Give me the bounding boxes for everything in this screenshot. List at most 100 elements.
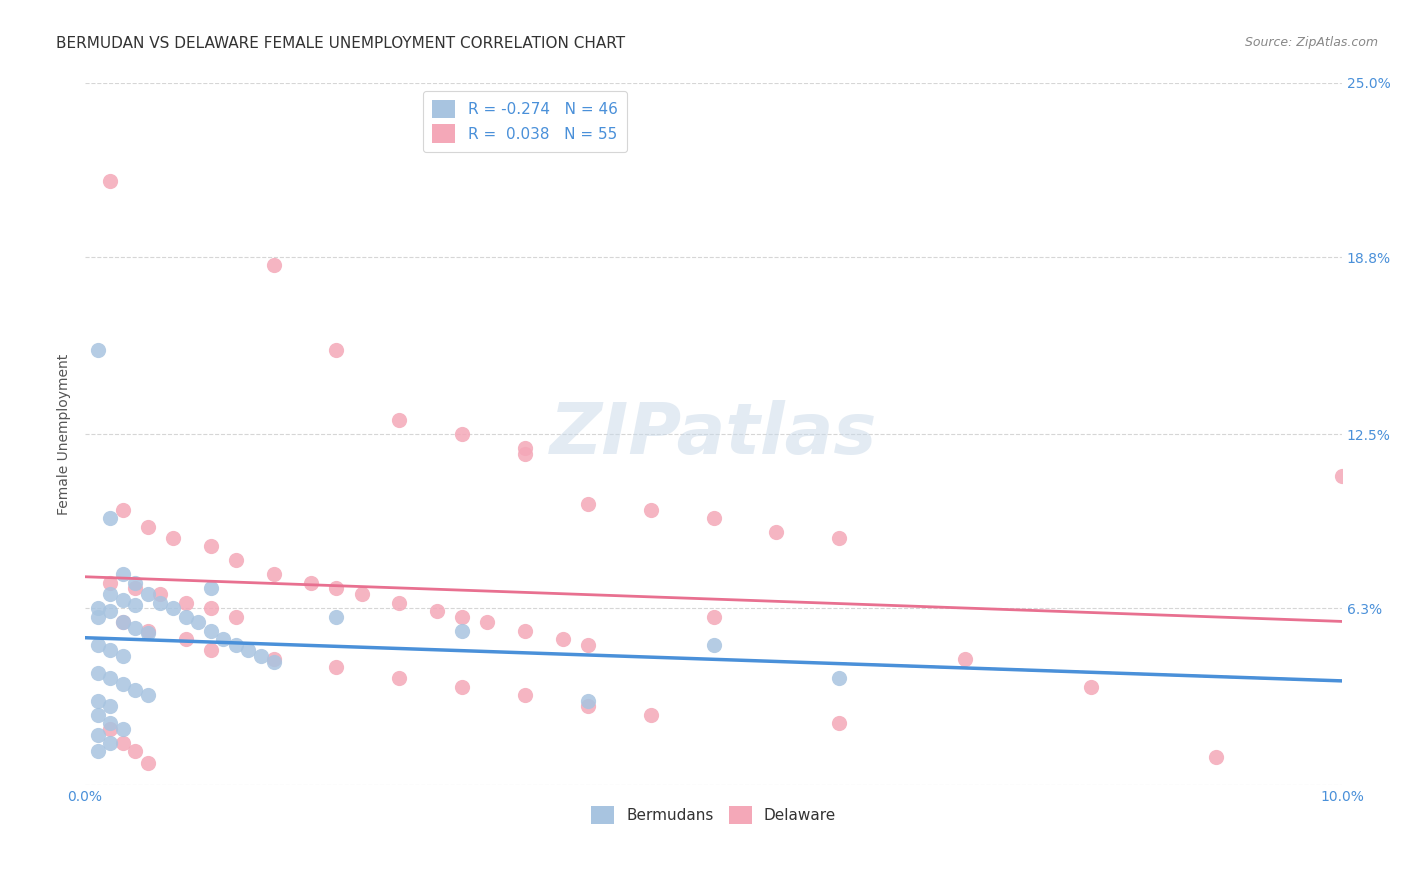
Point <box>263 655 285 669</box>
Point <box>136 688 159 702</box>
Point <box>225 609 247 624</box>
Point <box>111 722 134 736</box>
Point <box>325 582 347 596</box>
Point <box>98 587 121 601</box>
Point <box>98 604 121 618</box>
Point <box>451 680 474 694</box>
Point <box>86 707 108 722</box>
Point <box>263 651 285 665</box>
Point <box>640 707 662 722</box>
Point <box>451 624 474 638</box>
Point <box>263 259 285 273</box>
Point <box>1330 469 1353 483</box>
Point <box>98 699 121 714</box>
Point <box>477 615 499 630</box>
Point <box>1205 750 1227 764</box>
Point <box>1080 680 1102 694</box>
Point <box>200 601 222 615</box>
Point <box>86 343 108 357</box>
Point <box>263 567 285 582</box>
Point <box>576 638 599 652</box>
Point <box>953 651 976 665</box>
Point <box>98 671 121 685</box>
Point <box>388 413 411 427</box>
Point <box>149 587 172 601</box>
Point <box>86 694 108 708</box>
Point <box>513 447 536 461</box>
Point <box>325 660 347 674</box>
Point <box>174 609 197 624</box>
Point <box>187 615 209 630</box>
Point <box>86 601 108 615</box>
Point <box>86 744 108 758</box>
Point <box>513 441 536 455</box>
Text: Source: ZipAtlas.com: Source: ZipAtlas.com <box>1244 36 1378 49</box>
Text: BERMUDAN VS DELAWARE FEMALE UNEMPLOYMENT CORRELATION CHART: BERMUDAN VS DELAWARE FEMALE UNEMPLOYMENT… <box>56 36 626 51</box>
Point <box>98 511 121 525</box>
Text: ZIPatlas: ZIPatlas <box>550 400 877 468</box>
Point <box>388 595 411 609</box>
Point <box>86 727 108 741</box>
Point <box>702 609 724 624</box>
Point <box>136 756 159 770</box>
Point <box>98 736 121 750</box>
Point <box>200 582 222 596</box>
Point <box>124 575 146 590</box>
Point <box>828 716 851 731</box>
Point <box>325 609 347 624</box>
Point <box>225 553 247 567</box>
Point <box>136 624 159 638</box>
Point <box>124 621 146 635</box>
Point <box>136 626 159 640</box>
Point <box>212 632 235 646</box>
Point <box>98 722 121 736</box>
Point <box>576 497 599 511</box>
Point <box>98 174 121 188</box>
Point <box>426 604 449 618</box>
Point <box>98 716 121 731</box>
Point <box>98 643 121 657</box>
Point <box>111 677 134 691</box>
Point <box>576 699 599 714</box>
Point <box>86 609 108 624</box>
Point <box>388 671 411 685</box>
Point <box>325 343 347 357</box>
Point <box>136 519 159 533</box>
Point <box>551 632 574 646</box>
Point <box>250 648 273 663</box>
Point <box>98 575 121 590</box>
Point <box>702 511 724 525</box>
Point <box>111 592 134 607</box>
Point <box>124 599 146 613</box>
Point <box>124 744 146 758</box>
Point <box>828 531 851 545</box>
Point <box>640 503 662 517</box>
Point <box>828 671 851 685</box>
Point <box>200 624 222 638</box>
Point <box>238 643 260 657</box>
Point <box>111 736 134 750</box>
Point <box>225 638 247 652</box>
Point <box>451 609 474 624</box>
Point <box>513 688 536 702</box>
Point <box>86 665 108 680</box>
Point <box>299 575 322 590</box>
Point <box>513 624 536 638</box>
Point <box>111 648 134 663</box>
Point <box>124 682 146 697</box>
Point <box>576 694 599 708</box>
Point <box>111 615 134 630</box>
Point <box>86 638 108 652</box>
Point <box>162 531 184 545</box>
Point <box>149 595 172 609</box>
Point <box>162 601 184 615</box>
Point <box>124 582 146 596</box>
Point <box>765 525 787 540</box>
Point <box>136 587 159 601</box>
Point <box>200 540 222 554</box>
Point <box>350 587 373 601</box>
Point <box>111 615 134 630</box>
Point <box>451 427 474 442</box>
Point <box>111 567 134 582</box>
Point <box>174 595 197 609</box>
